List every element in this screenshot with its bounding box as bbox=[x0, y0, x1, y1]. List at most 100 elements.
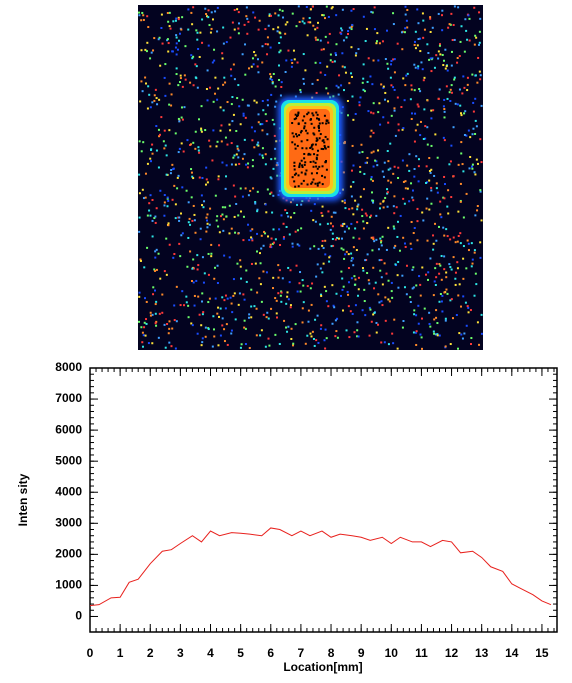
noise-dot bbox=[303, 127, 306, 130]
noise-dot bbox=[313, 133, 316, 136]
noise-dot bbox=[170, 104, 173, 107]
noise-dot bbox=[380, 300, 383, 303]
noise-dot bbox=[358, 101, 361, 104]
noise-dot bbox=[225, 164, 228, 167]
noise-dot bbox=[224, 81, 227, 84]
noise-dot bbox=[414, 112, 417, 115]
noise-dot bbox=[411, 268, 414, 271]
noise-dot bbox=[300, 182, 303, 185]
noise-dot bbox=[447, 189, 450, 192]
noise-dot bbox=[230, 227, 233, 230]
x-tick-label: 12 bbox=[445, 646, 459, 660]
noise-dot bbox=[144, 196, 147, 199]
noise-dot bbox=[309, 8, 312, 11]
noise-dot bbox=[423, 307, 426, 310]
noise-dot bbox=[167, 199, 170, 202]
noise-dot bbox=[176, 176, 179, 179]
noise-dot bbox=[277, 276, 280, 279]
noise-dot bbox=[168, 103, 171, 106]
noise-dot bbox=[150, 51, 153, 54]
noise-dot bbox=[155, 207, 158, 210]
noise-dot bbox=[380, 244, 383, 247]
noise-dot bbox=[191, 219, 194, 222]
noise-dot bbox=[313, 203, 316, 206]
noise-dot bbox=[378, 102, 381, 105]
noise-dot bbox=[174, 347, 177, 350]
noise-dot bbox=[201, 176, 204, 179]
noise-dot bbox=[443, 183, 446, 186]
noise-dot bbox=[152, 293, 155, 296]
noise-dot bbox=[145, 82, 148, 85]
noise-dot bbox=[328, 260, 331, 263]
noise-dot bbox=[270, 177, 273, 180]
noise-dot bbox=[414, 30, 417, 33]
noise-dot bbox=[445, 271, 448, 274]
noise-dot bbox=[374, 159, 377, 162]
noise-dot bbox=[189, 223, 192, 226]
noise-dot bbox=[289, 306, 292, 309]
noise-dot bbox=[312, 178, 315, 181]
noise-dot bbox=[269, 245, 272, 248]
noise-dot bbox=[318, 181, 321, 184]
noise-dot bbox=[273, 123, 276, 126]
noise-dot bbox=[456, 261, 459, 264]
noise-dot bbox=[254, 202, 257, 205]
noise-dot bbox=[458, 54, 461, 57]
noise-dot bbox=[310, 335, 313, 338]
noise-dot bbox=[179, 77, 182, 80]
noise-dot bbox=[264, 153, 267, 156]
noise-dot bbox=[322, 148, 325, 151]
noise-dot bbox=[237, 27, 240, 30]
noise-dot bbox=[277, 292, 280, 295]
noise-dot bbox=[412, 331, 415, 334]
noise-dot bbox=[156, 103, 159, 106]
noise-dot bbox=[250, 65, 253, 68]
noise-dot bbox=[295, 264, 298, 267]
noise-dot bbox=[181, 85, 184, 88]
noise-dot bbox=[416, 8, 419, 11]
noise-dot bbox=[225, 41, 228, 44]
noise-dot bbox=[426, 197, 429, 200]
noise-dot bbox=[417, 304, 420, 307]
noise-dot bbox=[443, 108, 446, 111]
noise-dot bbox=[466, 76, 469, 79]
noise-dot bbox=[336, 236, 339, 239]
noise-dot bbox=[332, 211, 335, 214]
noise-dot bbox=[259, 123, 262, 126]
noise-dot bbox=[426, 126, 429, 129]
noise-dot bbox=[378, 259, 381, 262]
noise-dot bbox=[168, 25, 171, 28]
noise-dot bbox=[229, 129, 232, 132]
noise-dot bbox=[440, 278, 443, 281]
noise-dot bbox=[380, 258, 383, 261]
noise-dot bbox=[350, 252, 353, 255]
noise-dot bbox=[190, 171, 193, 174]
noise-dot bbox=[354, 283, 357, 286]
noise-dot bbox=[259, 262, 262, 265]
noise-dot bbox=[438, 334, 441, 337]
noise-dot bbox=[266, 43, 269, 46]
noise-dot bbox=[270, 237, 273, 240]
noise-dot bbox=[379, 269, 382, 272]
noise-dot bbox=[295, 115, 298, 118]
noise-dot bbox=[142, 334, 145, 337]
noise-dot bbox=[187, 221, 190, 224]
noise-dot bbox=[372, 266, 375, 269]
noise-dot bbox=[478, 41, 481, 44]
noise-dot bbox=[460, 112, 463, 115]
noise-dot bbox=[369, 216, 372, 219]
noise-dot bbox=[374, 281, 377, 284]
noise-dot bbox=[472, 101, 475, 104]
noise-dot bbox=[478, 343, 481, 346]
noise-dot bbox=[421, 347, 423, 350]
noise-dot bbox=[274, 157, 277, 160]
noise-dot bbox=[324, 17, 327, 20]
noise-dot bbox=[341, 200, 344, 203]
noise-dot bbox=[298, 282, 301, 285]
noise-dot bbox=[165, 237, 168, 240]
noise-dot bbox=[146, 162, 149, 165]
noise-dot bbox=[401, 48, 404, 51]
noise-dot bbox=[140, 80, 143, 83]
noise-dot bbox=[192, 6, 195, 9]
noise-dot bbox=[160, 13, 163, 16]
